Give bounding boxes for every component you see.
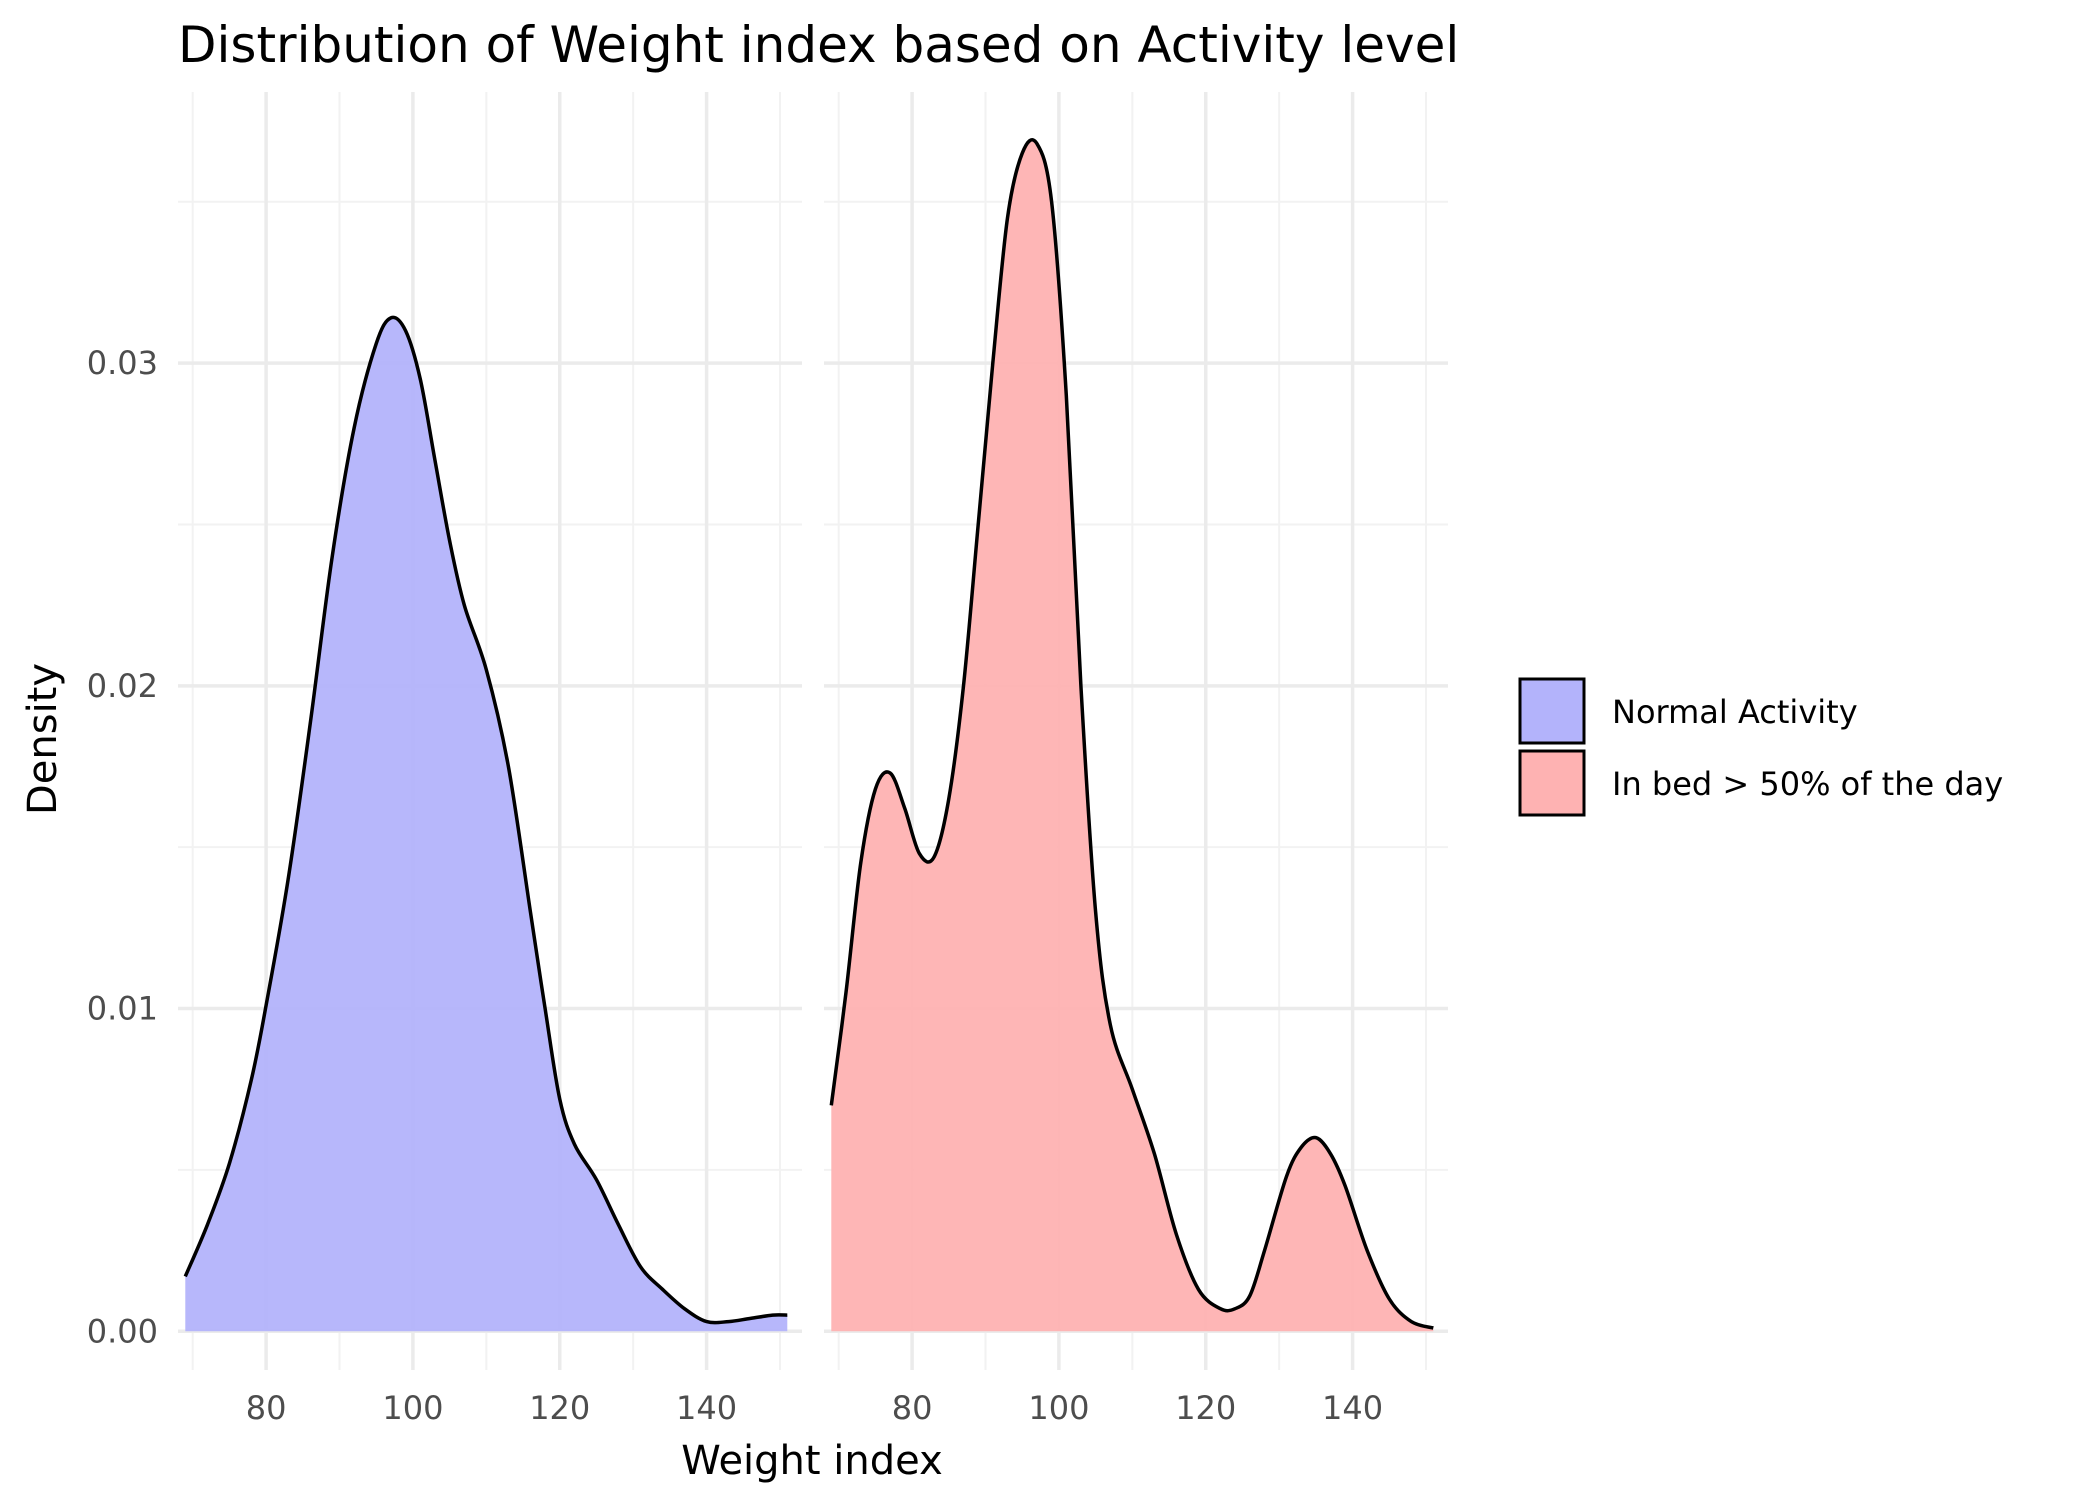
x-tick-label: 120 [529, 1389, 590, 1427]
legend-key-in-bed [1518, 749, 1586, 817]
x-axis-label: Weight index [681, 1438, 943, 1484]
legend-label-normal-activity: Normal Activity [1612, 693, 1858, 731]
x-tick-label: 80 [892, 1389, 933, 1427]
x-tick-label: 120 [1175, 1389, 1236, 1427]
density-area-normal-activity [185, 317, 788, 1332]
chart-title: Distribution of Weight index based on Ac… [178, 16, 1459, 74]
density-line-normal-activity [183, 315, 788, 1325]
x-axis-ticks: 80 100 120 140 80 100 120 140 [246, 1389, 1383, 1427]
y-axis-label: Density [20, 663, 66, 815]
y-tick-label: 0.01 [87, 990, 158, 1028]
y-tick-label: 0.00 [87, 1312, 158, 1350]
legend: Normal Activity In bed > 50% of the day [1518, 677, 2003, 817]
panel-in-bed [824, 92, 1448, 1370]
x-tick-label: 100 [1028, 1389, 1089, 1427]
x-tick-label: 80 [246, 1389, 287, 1427]
panel-normal-activity [178, 92, 802, 1370]
legend-label-in-bed: In bed > 50% of the day [1612, 765, 2003, 803]
legend-key-normal-activity [1518, 677, 1586, 745]
x-tick-label: 140 [676, 1389, 737, 1427]
density-line-in-bed [829, 138, 1434, 1330]
y-axis-ticks: 0.00 0.01 0.02 0.03 [87, 344, 158, 1350]
y-tick-label: 0.02 [87, 667, 158, 705]
x-tick-label: 140 [1322, 1389, 1383, 1427]
y-tick-label: 0.03 [87, 344, 158, 382]
x-tick-label: 100 [382, 1389, 443, 1427]
density-area-in-bed [831, 139, 1434, 1332]
